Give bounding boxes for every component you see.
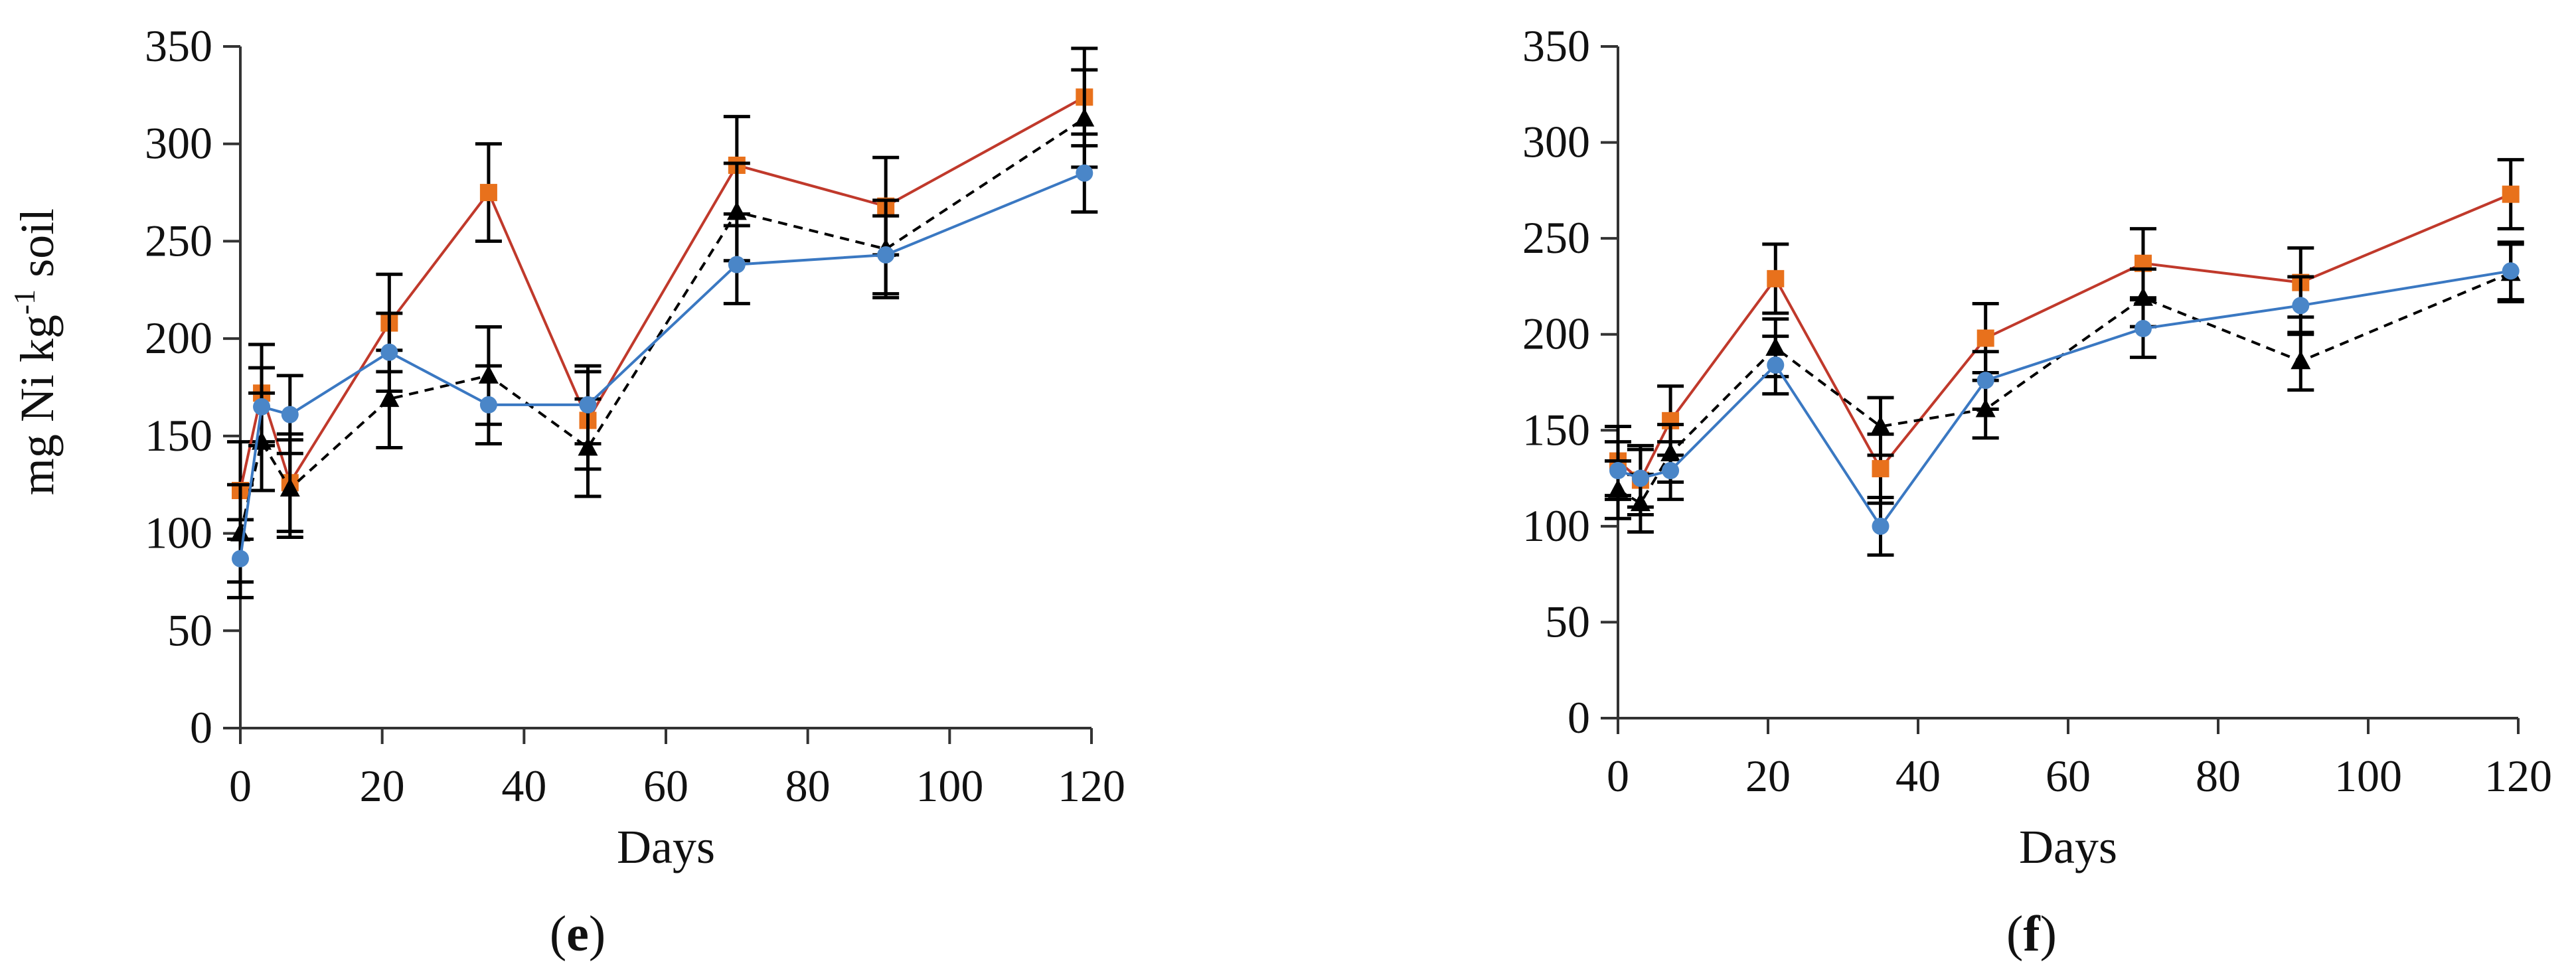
data-point-triangle	[1870, 415, 1891, 435]
y-tick-label: 150	[145, 410, 212, 461]
y-tick-label: 350	[145, 21, 212, 71]
data-point-square	[479, 184, 497, 202]
chart-panel-e: 0 50 100 150 200 250 300 350 0 20 40 60 80 100 120 Days…	[7, 21, 1125, 962]
y-axis-title: mg Ni kg-1 soil	[7, 208, 64, 495]
series-line	[239, 96, 1086, 491]
x-tick-label: 100	[916, 761, 983, 811]
y-axis-title-tail: soil	[11, 208, 64, 289]
series-line	[239, 117, 1086, 534]
y-tick-label: 100	[1522, 500, 1590, 551]
data-point-circle	[1076, 164, 1093, 182]
x-tick-label: 60	[2046, 751, 2091, 801]
y-tick-label: 300	[145, 118, 212, 169]
x-tick-label: 80	[2196, 751, 2241, 801]
x-tick-label: 60	[643, 761, 688, 811]
y-tick-label: 100	[145, 508, 212, 558]
y-tick-label: 350	[1522, 21, 1590, 71]
x-tick-label: 40	[501, 761, 546, 811]
panel-caption-letter: e	[566, 906, 589, 962]
data-point-circle	[1631, 469, 1649, 487]
data-point-circle	[281, 406, 299, 423]
panel-caption-close: )	[589, 906, 605, 962]
series-triangle	[1605, 242, 2524, 534]
x-tick-label: 100	[2334, 751, 2402, 801]
panel-caption-open: (	[2006, 906, 2023, 962]
x-axis-title: Days	[617, 820, 715, 873]
series-square	[1605, 158, 2524, 517]
panel-caption: (f)	[2006, 906, 2057, 962]
series-line	[1617, 192, 2512, 483]
y-tick-label: 0	[1568, 692, 1590, 743]
data-point-circle	[2292, 297, 2310, 315]
data-point-square	[2502, 185, 2520, 203]
y-tick-label: 50	[167, 605, 212, 655]
y-tick-label: 50	[1545, 596, 1590, 646]
y-tick-label: 200	[1522, 309, 1590, 359]
data-point-circle	[2134, 320, 2152, 338]
series-line	[239, 171, 1086, 559]
panel-caption-letter: f	[2023, 906, 2041, 962]
data-point-circle	[728, 256, 746, 273]
data-point-circle	[1767, 356, 1785, 374]
x-tick-label: 0	[229, 761, 252, 811]
x-tick-label: 120	[2484, 751, 2552, 801]
data-point-triangle	[578, 437, 598, 456]
data-point-triangle	[280, 478, 300, 497]
y-tick-label: 200	[145, 313, 212, 363]
x-axis-title: Days	[2019, 820, 2117, 873]
series-square	[227, 46, 1098, 541]
x-tick-label: 20	[360, 761, 405, 811]
data-point-square	[1767, 269, 1785, 287]
panel-caption-close: )	[2040, 906, 2057, 962]
data-point-square	[1872, 460, 1890, 478]
y-tick-label: 300	[1522, 117, 1590, 167]
data-point-triangle	[1074, 108, 1095, 127]
y-axis-title-superscript: -1	[7, 289, 41, 315]
x-tick-label: 80	[785, 761, 831, 811]
data-point-circle	[2502, 262, 2520, 280]
data-point-circle	[877, 246, 895, 263]
data-point-circle	[479, 396, 497, 413]
y-tick-label: 150	[1522, 404, 1590, 455]
data-point-triangle	[2291, 350, 2311, 370]
y-tick-label: 0	[190, 702, 212, 753]
data-point-triangle	[726, 201, 747, 220]
data-point-triangle	[379, 388, 400, 408]
data-point-circle	[579, 396, 597, 413]
x-tick-label: 20	[1745, 751, 1791, 801]
y-tick-label: 250	[145, 215, 212, 265]
series-circle	[227, 132, 1098, 599]
x-tick-label: 40	[1895, 751, 1941, 801]
panel-caption-open: (	[550, 906, 566, 962]
data-point-circle	[1872, 517, 1890, 535]
data-point-square	[1976, 329, 1994, 347]
series-triangle	[227, 68, 1098, 584]
chart-panel-f: 0 50 100 150 200 250 300 350 0 20 40 60 80 100 120 Days…	[1522, 21, 2552, 962]
data-point-circle	[1976, 372, 1994, 390]
x-tick-label: 0	[1607, 751, 1629, 801]
y-tick-label: 250	[1522, 212, 1590, 263]
data-point-circle	[253, 398, 271, 415]
data-point-circle	[1609, 462, 1627, 480]
data-point-circle	[380, 343, 398, 361]
y-axis-title-main: mg Ni kg	[11, 315, 64, 495]
x-tick-label: 120	[1058, 761, 1125, 811]
panel-caption: (e)	[550, 906, 605, 962]
data-point-circle	[1662, 462, 1680, 480]
data-point-circle	[232, 550, 249, 567]
series-circle	[1605, 240, 2524, 557]
